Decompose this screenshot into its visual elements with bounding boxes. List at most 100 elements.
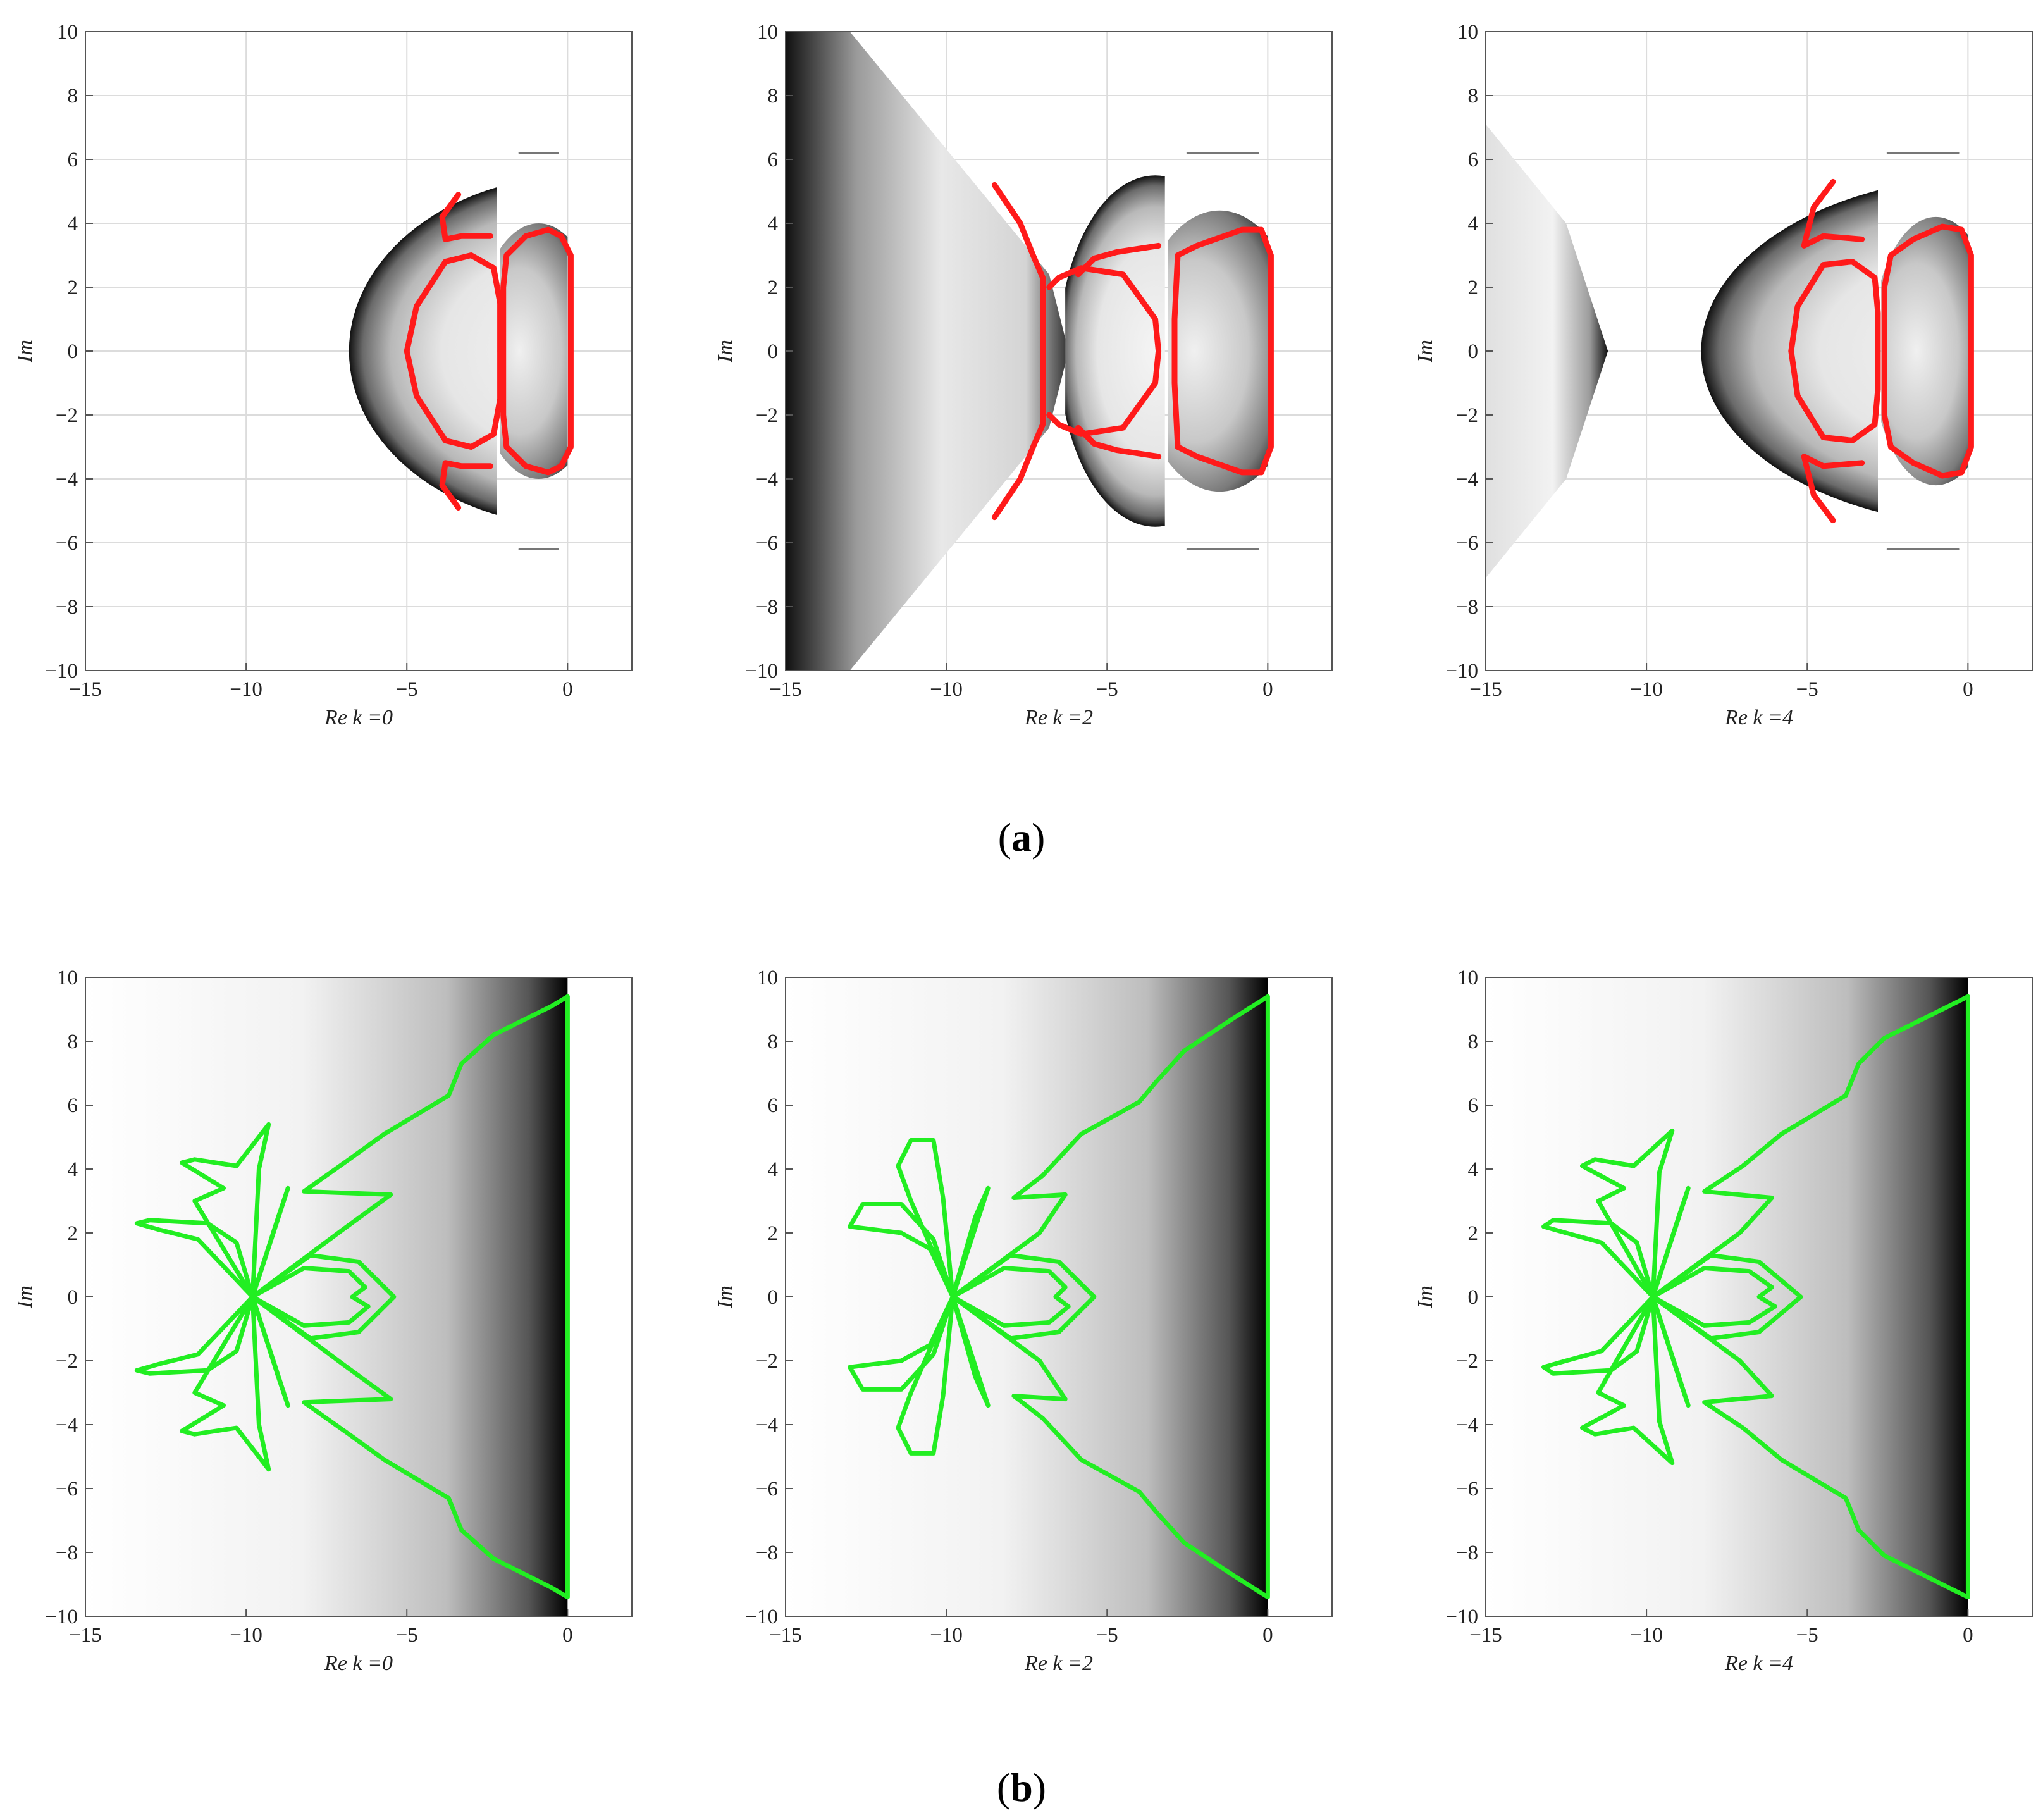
plot-area xyxy=(85,977,570,1616)
plot-area xyxy=(1486,977,1970,1616)
y-tick-label: −6 xyxy=(756,532,778,555)
y-tick-label: −6 xyxy=(1456,532,1478,555)
y-axis-label: Im xyxy=(713,340,737,363)
y-tick-label: −8 xyxy=(1456,596,1478,619)
series-curve xyxy=(1650,1253,1803,1341)
series-curve xyxy=(1171,226,1274,476)
y-tick-label: 0 xyxy=(768,1286,779,1309)
y-tick-label: −8 xyxy=(756,596,778,619)
y-tick-label: 4 xyxy=(68,213,78,235)
y-tick-label: 4 xyxy=(1468,213,1479,235)
y-axis-label: Im xyxy=(1414,340,1437,363)
background-field xyxy=(786,977,1268,1616)
x-axis-label: Re k =0 xyxy=(324,706,393,729)
y-tick-label: 4 xyxy=(68,1158,78,1181)
y-tick-label: 8 xyxy=(768,85,779,108)
y-tick-label: 0 xyxy=(68,340,78,363)
y-tick-label: 0 xyxy=(1468,340,1479,363)
x-axis-label: Re k =4 xyxy=(1724,706,1793,729)
y-tick-label: 8 xyxy=(68,1031,78,1053)
x-tick-label: −15 xyxy=(769,1624,802,1647)
x-axis-label: Re k =4 xyxy=(1724,1652,1793,1675)
y-tick-label: 10 xyxy=(757,967,778,989)
y-tick-label: 10 xyxy=(57,967,78,989)
y-tick-label: 4 xyxy=(768,1158,779,1181)
series-curve xyxy=(1541,1294,1675,1466)
caption-b: (b) xyxy=(997,1765,1046,1810)
background-region xyxy=(1881,216,1968,486)
y-tick-label: 6 xyxy=(768,1094,779,1117)
plot-area xyxy=(786,32,1332,671)
y-tick-label: 8 xyxy=(1468,85,1479,108)
background-region xyxy=(1168,210,1268,492)
x-tick-label: 0 xyxy=(1963,678,1973,701)
background-field xyxy=(85,977,568,1616)
x-tick-label: −10 xyxy=(1630,1624,1663,1647)
series-curve xyxy=(1650,1266,1777,1328)
y-tick-label: −6 xyxy=(56,1478,78,1501)
series-curve xyxy=(250,1266,371,1328)
series-curve xyxy=(1650,1185,1691,1408)
y-tick-label: −6 xyxy=(756,1478,778,1501)
background-region xyxy=(786,32,1069,671)
y-tick-label: −10 xyxy=(1445,1606,1478,1628)
series-curve xyxy=(950,1185,991,1408)
series-curve xyxy=(950,1266,1071,1328)
y-tick-label: −8 xyxy=(56,1542,78,1564)
y-tick-label: 8 xyxy=(1468,1031,1479,1053)
y-tick-label: 10 xyxy=(1457,21,1478,44)
x-tick-label: −10 xyxy=(930,678,963,701)
y-tick-label: −10 xyxy=(745,1606,778,1628)
y-tick-label: −10 xyxy=(745,660,778,683)
y-tick-label: −8 xyxy=(756,1542,778,1564)
y-tick-label: −10 xyxy=(45,660,78,683)
y-tick-label: −6 xyxy=(56,532,78,555)
x-tick-label: −15 xyxy=(1469,678,1502,701)
y-tick-label: 4 xyxy=(768,213,779,235)
series-curve xyxy=(404,252,503,450)
x-tick-label: −15 xyxy=(69,1624,102,1647)
x-tick-label: 0 xyxy=(1963,1624,1973,1647)
y-axis-label: Im xyxy=(713,1285,737,1309)
caption-a: (a) xyxy=(998,815,1046,860)
series-curve xyxy=(250,1253,397,1341)
y-tick-label: 10 xyxy=(1457,967,1478,989)
x-tick-label: −10 xyxy=(1630,678,1663,701)
y-axis-label: Im xyxy=(1414,1285,1437,1309)
y-tick-label: 0 xyxy=(768,340,779,363)
background-region xyxy=(349,187,497,515)
y-tick-label: −4 xyxy=(756,1414,778,1437)
series-curve xyxy=(1075,424,1162,460)
y-tick-label: −4 xyxy=(1456,1414,1478,1437)
y-tick-label: 2 xyxy=(768,276,779,299)
y-tick-label: 8 xyxy=(68,85,78,108)
x-tick-label: −5 xyxy=(1796,1624,1818,1647)
captions: (a) (b) xyxy=(997,815,1046,1810)
series-curve xyxy=(1046,265,1162,437)
series-curve xyxy=(950,1253,1097,1341)
y-tick-label: 6 xyxy=(1468,1094,1479,1117)
y-tick-label: −4 xyxy=(56,1414,78,1437)
x-tick-label: 0 xyxy=(1262,1624,1273,1647)
y-tick-label: −2 xyxy=(56,1350,78,1373)
series-curve xyxy=(439,460,493,511)
y-tick-label: −2 xyxy=(56,404,78,427)
y-axis-label: Im xyxy=(13,340,37,363)
x-axis-label: Re k =0 xyxy=(324,1652,393,1675)
x-tick-label: −10 xyxy=(230,678,262,701)
y-tick-label: −10 xyxy=(45,1606,78,1628)
y-tick-label: −4 xyxy=(756,468,778,491)
series-curve xyxy=(1881,223,1974,479)
y-tick-label: 0 xyxy=(1468,1286,1479,1309)
x-tick-label: −15 xyxy=(69,678,102,701)
x-tick-label: −5 xyxy=(1096,1624,1118,1647)
plot-area xyxy=(786,977,1270,1616)
series-curve xyxy=(991,182,1046,521)
x-tick-label: −5 xyxy=(1796,678,1818,701)
y-tick-label: 2 xyxy=(68,276,78,299)
x-tick-label: −15 xyxy=(769,678,802,701)
